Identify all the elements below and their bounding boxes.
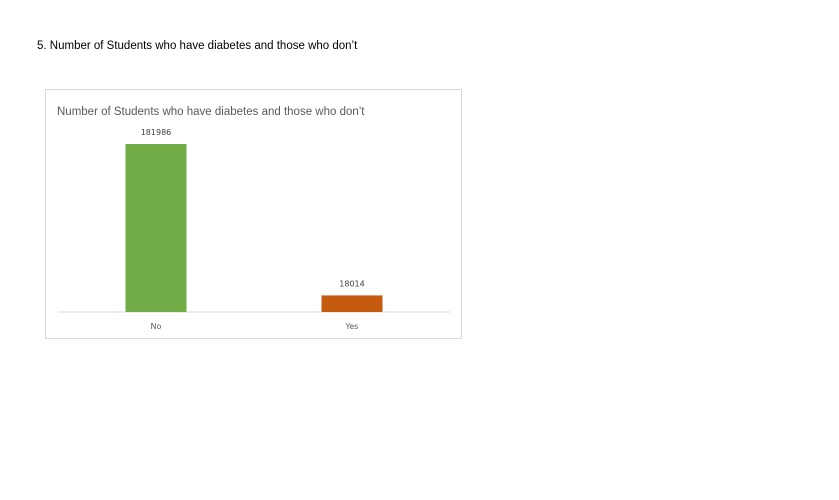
page-heading: 5. Number of Students who have diabetes …	[37, 40, 358, 52]
x-tick-label-yes: Yes	[345, 322, 359, 331]
x-tick-label-no: No	[151, 322, 162, 331]
chart-container: Number of Students who have diabetes and…	[45, 89, 462, 339]
data-label-yes: 18014	[339, 279, 364, 288]
bar-chart: 181986 No 18014 Yes	[58, 128, 450, 331]
chart-title: Number of Students who have diabetes and…	[57, 106, 365, 118]
bar-no	[125, 144, 187, 312]
data-label-no: 181986	[141, 128, 172, 137]
bar-yes	[321, 295, 383, 312]
